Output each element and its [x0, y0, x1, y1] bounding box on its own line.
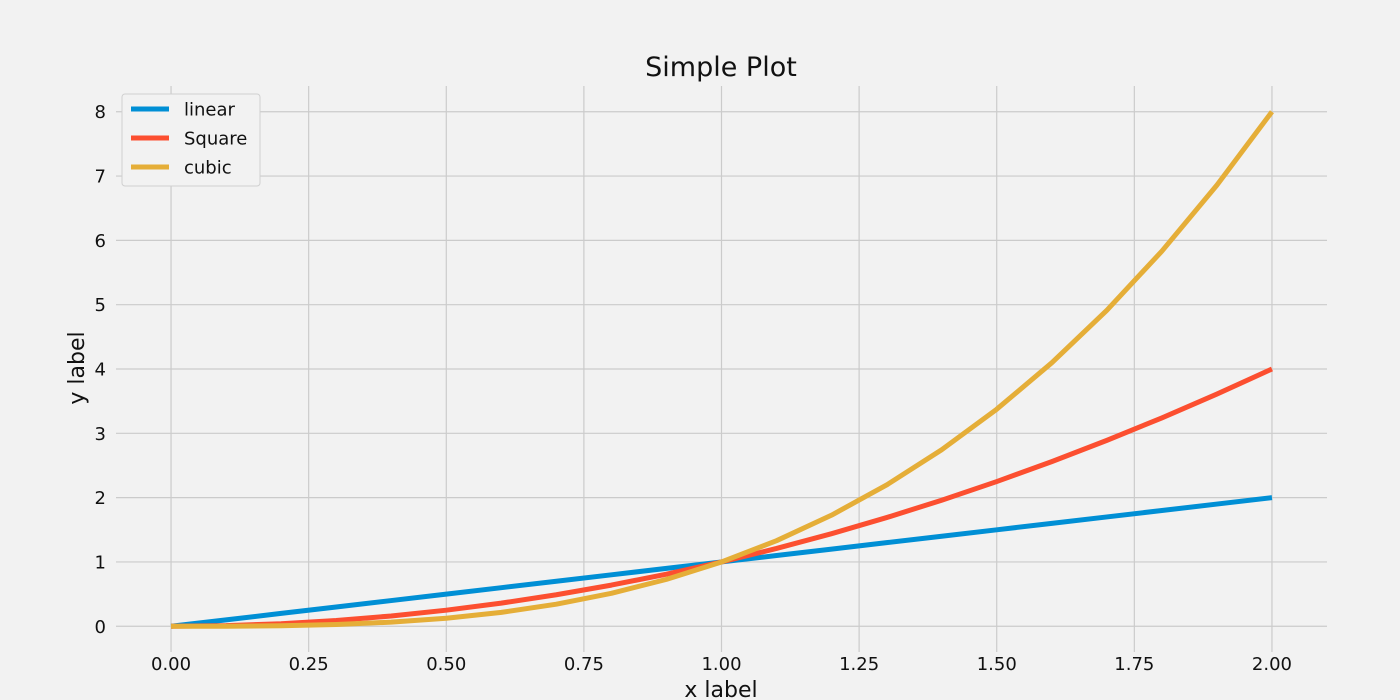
legend-box — [121, 93, 261, 187]
x-tick-label: 1.50 — [977, 654, 1017, 675]
x-tick-label: 0.75 — [564, 654, 604, 675]
x-tick-label: 0.00 — [151, 654, 191, 675]
x-tick-label: 2.00 — [1252, 654, 1292, 675]
legend: linear Square cubic — [121, 93, 261, 187]
y-tick-label: 7 — [95, 167, 106, 188]
legend-label-square: Square — [184, 129, 247, 150]
y-tick-label: 2 — [95, 488, 106, 509]
x-tick-label: 1.75 — [1114, 654, 1154, 675]
x-tick-label: 1.25 — [839, 654, 879, 675]
series-line-cubic — [171, 110, 1274, 629]
x-tick-label: 0.50 — [426, 654, 466, 675]
legend-label-cubic: cubic — [184, 158, 232, 179]
legend-label-linear: linear — [184, 100, 236, 121]
y-tick-label: 8 — [95, 102, 106, 123]
y-tick-label: 6 — [95, 231, 106, 252]
y-tick-label: 1 — [95, 552, 106, 573]
y-tick-label: 5 — [95, 295, 106, 316]
x-axis-title: x label — [684, 678, 757, 700]
chart-title: Simple Plot — [645, 52, 797, 83]
series-layer — [170, 110, 1274, 629]
tick-labels: 0.00 0.25 0.50 0.75 1.00 1.25 1.50 1.75 2.00 0 1 2 3… — [95, 102, 1292, 675]
y-tick-label: 4 — [95, 360, 106, 381]
y-axis-title: y label — [65, 331, 90, 404]
x-tick-label: 0.25 — [289, 654, 329, 675]
y-tick-label: 0 — [95, 617, 106, 638]
y-tick-label: 3 — [95, 424, 106, 445]
x-tick-label: 1.00 — [701, 654, 741, 675]
